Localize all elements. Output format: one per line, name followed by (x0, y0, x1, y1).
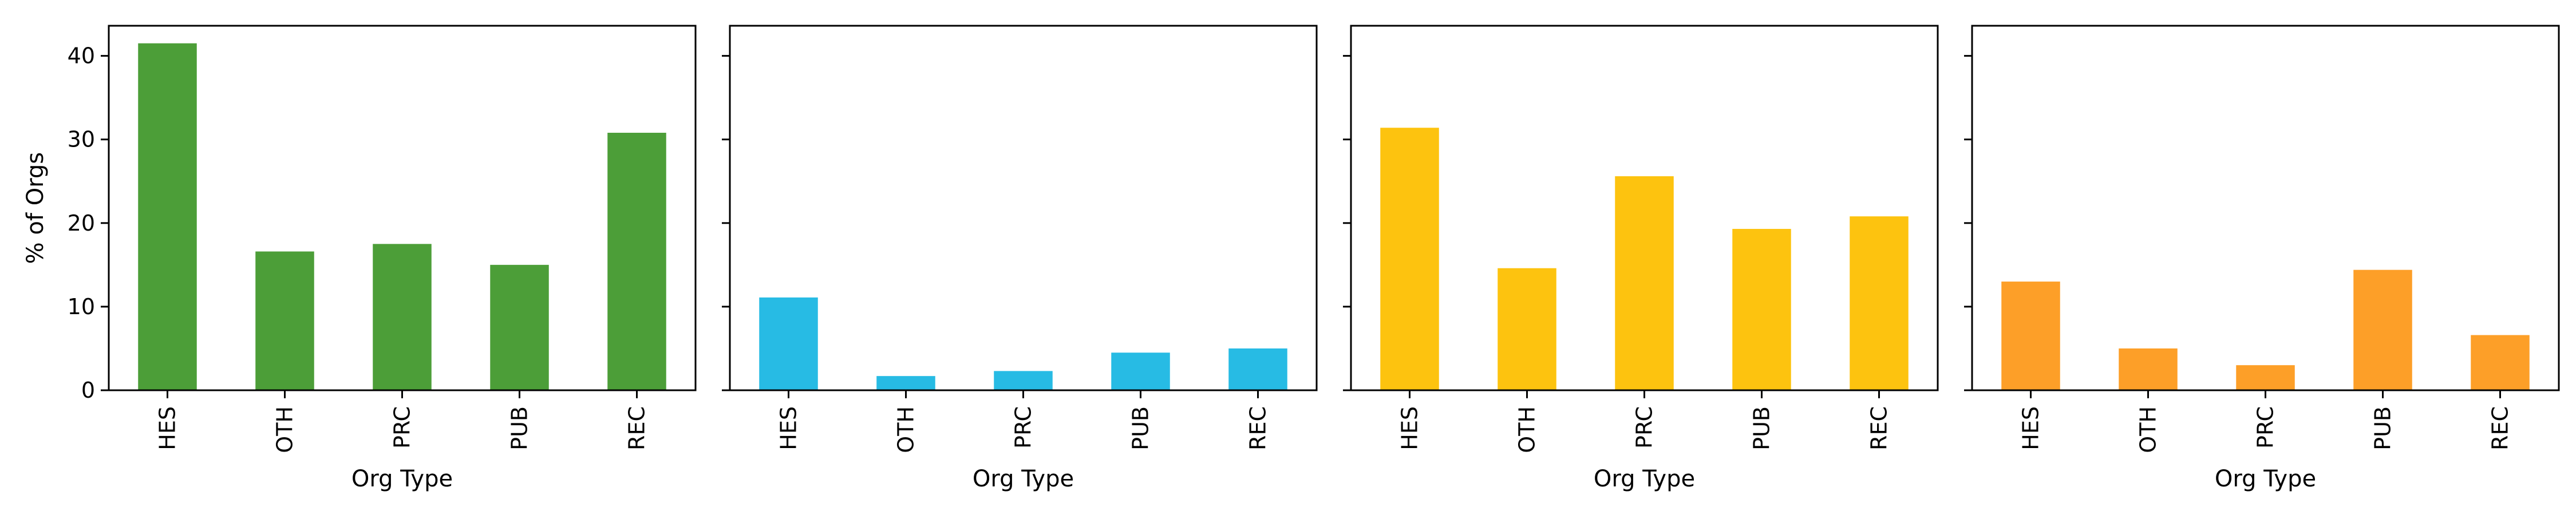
x-tick-label-hes: HES (1397, 406, 1423, 450)
x-tick-label-prc: PRC (390, 406, 415, 449)
bar-oth (1498, 268, 1556, 390)
x-tick-label-oth: OTH (2136, 406, 2161, 453)
plot-frame (1971, 25, 2560, 391)
bar-rec (1850, 216, 1909, 390)
subplot-3: HES OTH PRC PUB REC Org Type (1343, 25, 1939, 492)
x-tick-label-oth: OTH (1515, 406, 1540, 453)
y-tick-label: 20 (68, 211, 95, 236)
y-tick-label: 30 (68, 127, 95, 152)
x-tick-label-pub: PUB (2370, 406, 2396, 450)
bar-rec (2471, 335, 2530, 390)
x-axis-label: Org Type (2215, 466, 2316, 492)
bar-prc (1615, 176, 1674, 390)
plot-frame (108, 25, 697, 391)
bar-hes (1380, 128, 1439, 391)
subplot-1: HES OTH PRC PUB REC 0 10 20 30 40 Org Type % of Org… (22, 25, 697, 492)
x-tick-label-rec: REC (625, 406, 650, 450)
bar-pub (490, 264, 549, 390)
bar-hes (759, 297, 818, 390)
bar-oth (255, 251, 314, 390)
bar-oth (2119, 348, 2178, 390)
x-tick-label-rec: REC (1867, 406, 1892, 450)
x-tick-label-prc: PRC (1011, 406, 1036, 449)
x-tick-label-prc: PRC (2253, 406, 2278, 449)
subplot-4: HES OTH PRC PUB REC Org Type (1964, 25, 2560, 492)
x-tick-label-hes: HES (776, 406, 801, 450)
x-tick-label-rec: REC (2488, 406, 2513, 450)
plot-frame (1350, 25, 1939, 391)
bar-pub (2353, 270, 2412, 390)
y-tick-label: 40 (68, 43, 95, 69)
bar-rec (1228, 348, 1287, 390)
x-axis-label: Org Type (973, 466, 1074, 492)
y-axis-label: % of Orgs (22, 152, 49, 264)
x-tick-label-rec: REC (1246, 406, 1271, 450)
bar-pub (1111, 352, 1170, 390)
bar-hes (2001, 282, 2060, 390)
x-tick-label-oth: OTH (894, 406, 919, 453)
bar-prc (373, 244, 432, 390)
y-tick-label: 10 (68, 294, 95, 319)
x-tick-label-pub: PUB (1749, 406, 1775, 450)
subplot-2: HES OTH PRC PUB REC Org Type (722, 25, 1318, 492)
x-tick-label-hes: HES (2018, 406, 2044, 450)
x-tick-label-prc: PRC (1632, 406, 1657, 449)
bar-hes (138, 43, 197, 390)
bar-prc (2236, 365, 2295, 390)
bar-oth (876, 376, 935, 390)
plot-frame (729, 25, 1318, 391)
y-tick-label: 0 (81, 378, 95, 403)
x-tick-label-oth: OTH (272, 406, 298, 453)
bar-pub (1732, 229, 1791, 390)
bar-rec (607, 133, 666, 391)
bar-prc (994, 371, 1053, 390)
x-tick-label-hes: HES (155, 406, 180, 450)
x-axis-label: Org Type (1594, 466, 1695, 492)
x-tick-label-pub: PUB (507, 406, 532, 450)
x-tick-label-pub: PUB (1128, 406, 1153, 450)
x-axis-label: Org Type (351, 466, 453, 492)
